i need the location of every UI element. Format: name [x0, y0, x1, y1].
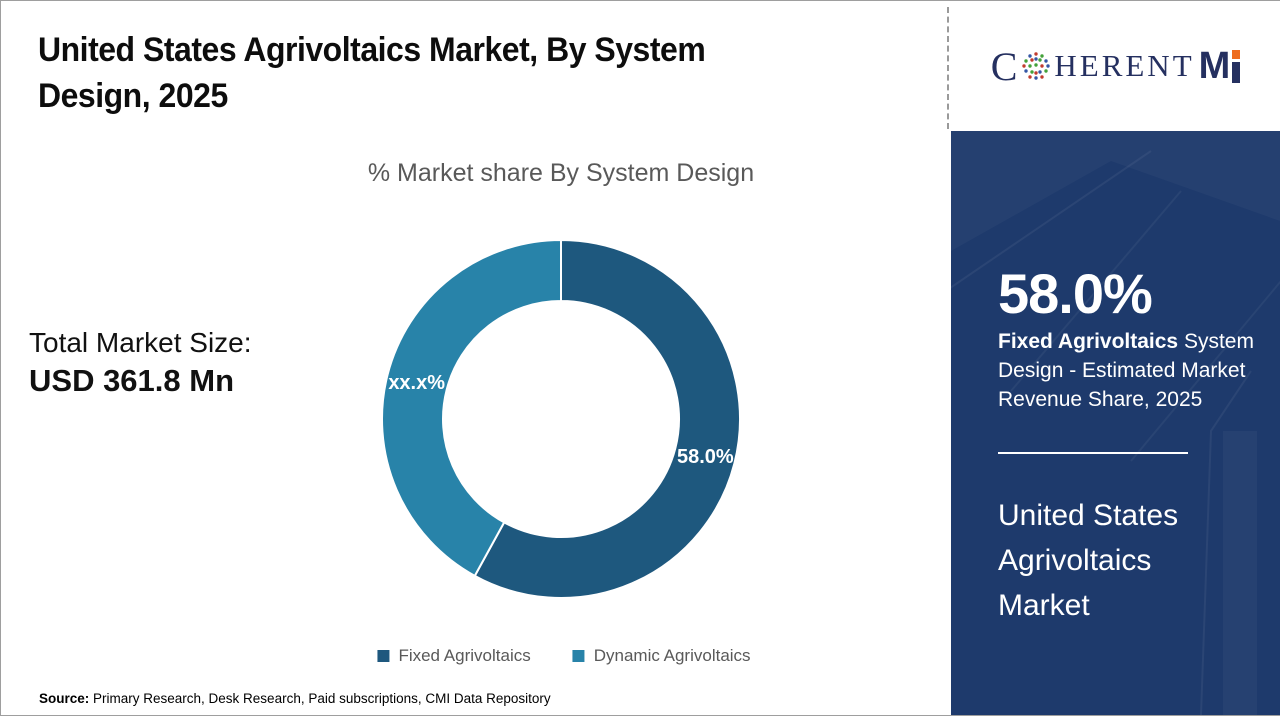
total-market-size: Total Market Size: USD 361.8 Mn — [29, 325, 252, 401]
coherentmi-logo: C — [951, 1, 1280, 131]
page-title-line2: Design, 2025 — [38, 77, 228, 115]
donut-chart-svg: 58.0% xx.x% — [381, 238, 741, 599]
panel-map-pattern — [951, 150, 1280, 715]
share-description-bold: Fixed Agrivoltaics — [998, 330, 1179, 353]
legend-swatch-dynamic-icon — [572, 650, 585, 662]
legend-item-dynamic: Dynamic Agrivoltaics — [572, 646, 751, 666]
dashed-divider — [947, 7, 949, 129]
logo-i-body — [1232, 61, 1241, 83]
share-value: 58.0% — [998, 262, 1153, 325]
market-name: United States Agrivoltaics Market — [998, 499, 1179, 622]
chart-legend: Fixed Agrivoltaics Dynamic Agrivoltaics — [377, 646, 751, 666]
donut-slice-label-1: xx.x% — [388, 372, 445, 394]
panel-divider — [998, 452, 1188, 454]
page-title: United States Agrivoltaics Market, By Sy… — [38, 27, 865, 119]
total-market-size-value: USD 361.8 Mn — [29, 363, 235, 398]
logo-globe-icon — [1022, 52, 1051, 80]
total-market-size-label: Total Market Size: — [29, 327, 252, 358]
logo-letter-m: M — [1198, 44, 1231, 87]
donut-slice-1 — [381, 238, 562, 578]
donut-slice-label-0: 58.0% — [677, 446, 734, 468]
source-label: Source: — [39, 691, 90, 706]
logo-letter-c: C — [990, 43, 1019, 89]
highlight-panel: 58.0% Fixed Agrivoltaics System Design -… — [951, 131, 1280, 715]
chart-title: % Market share By System Design — [367, 159, 755, 187]
donut-slice-0 — [473, 238, 741, 599]
legend-item-fixed: Fixed Agrivoltaics — [377, 646, 531, 666]
source-note: Source: Primary Research, Desk Research,… — [39, 691, 551, 706]
logo-letters-herent: HERENT — [1054, 48, 1195, 83]
page-title-line1: United States Agrivoltaics Market, By Sy… — [38, 31, 706, 69]
legend-label-fixed: Fixed Agrivoltaics — [398, 646, 531, 665]
legend-swatch-fixed-icon — [377, 650, 390, 662]
share-description: Fixed Agrivoltaics System Design - Estim… — [998, 327, 1260, 414]
logo-i-top — [1232, 49, 1241, 59]
share-description-rest: System Design - Estimated Market Revenue… — [998, 330, 1254, 411]
donut-chart: 58.0% xx.x% — [379, 237, 743, 601]
logo-i-mark-icon — [1232, 49, 1241, 83]
source-text: Primary Research, Desk Research, Paid su… — [89, 691, 551, 706]
legend-label-dynamic: Dynamic Agrivoltaics — [593, 646, 751, 665]
